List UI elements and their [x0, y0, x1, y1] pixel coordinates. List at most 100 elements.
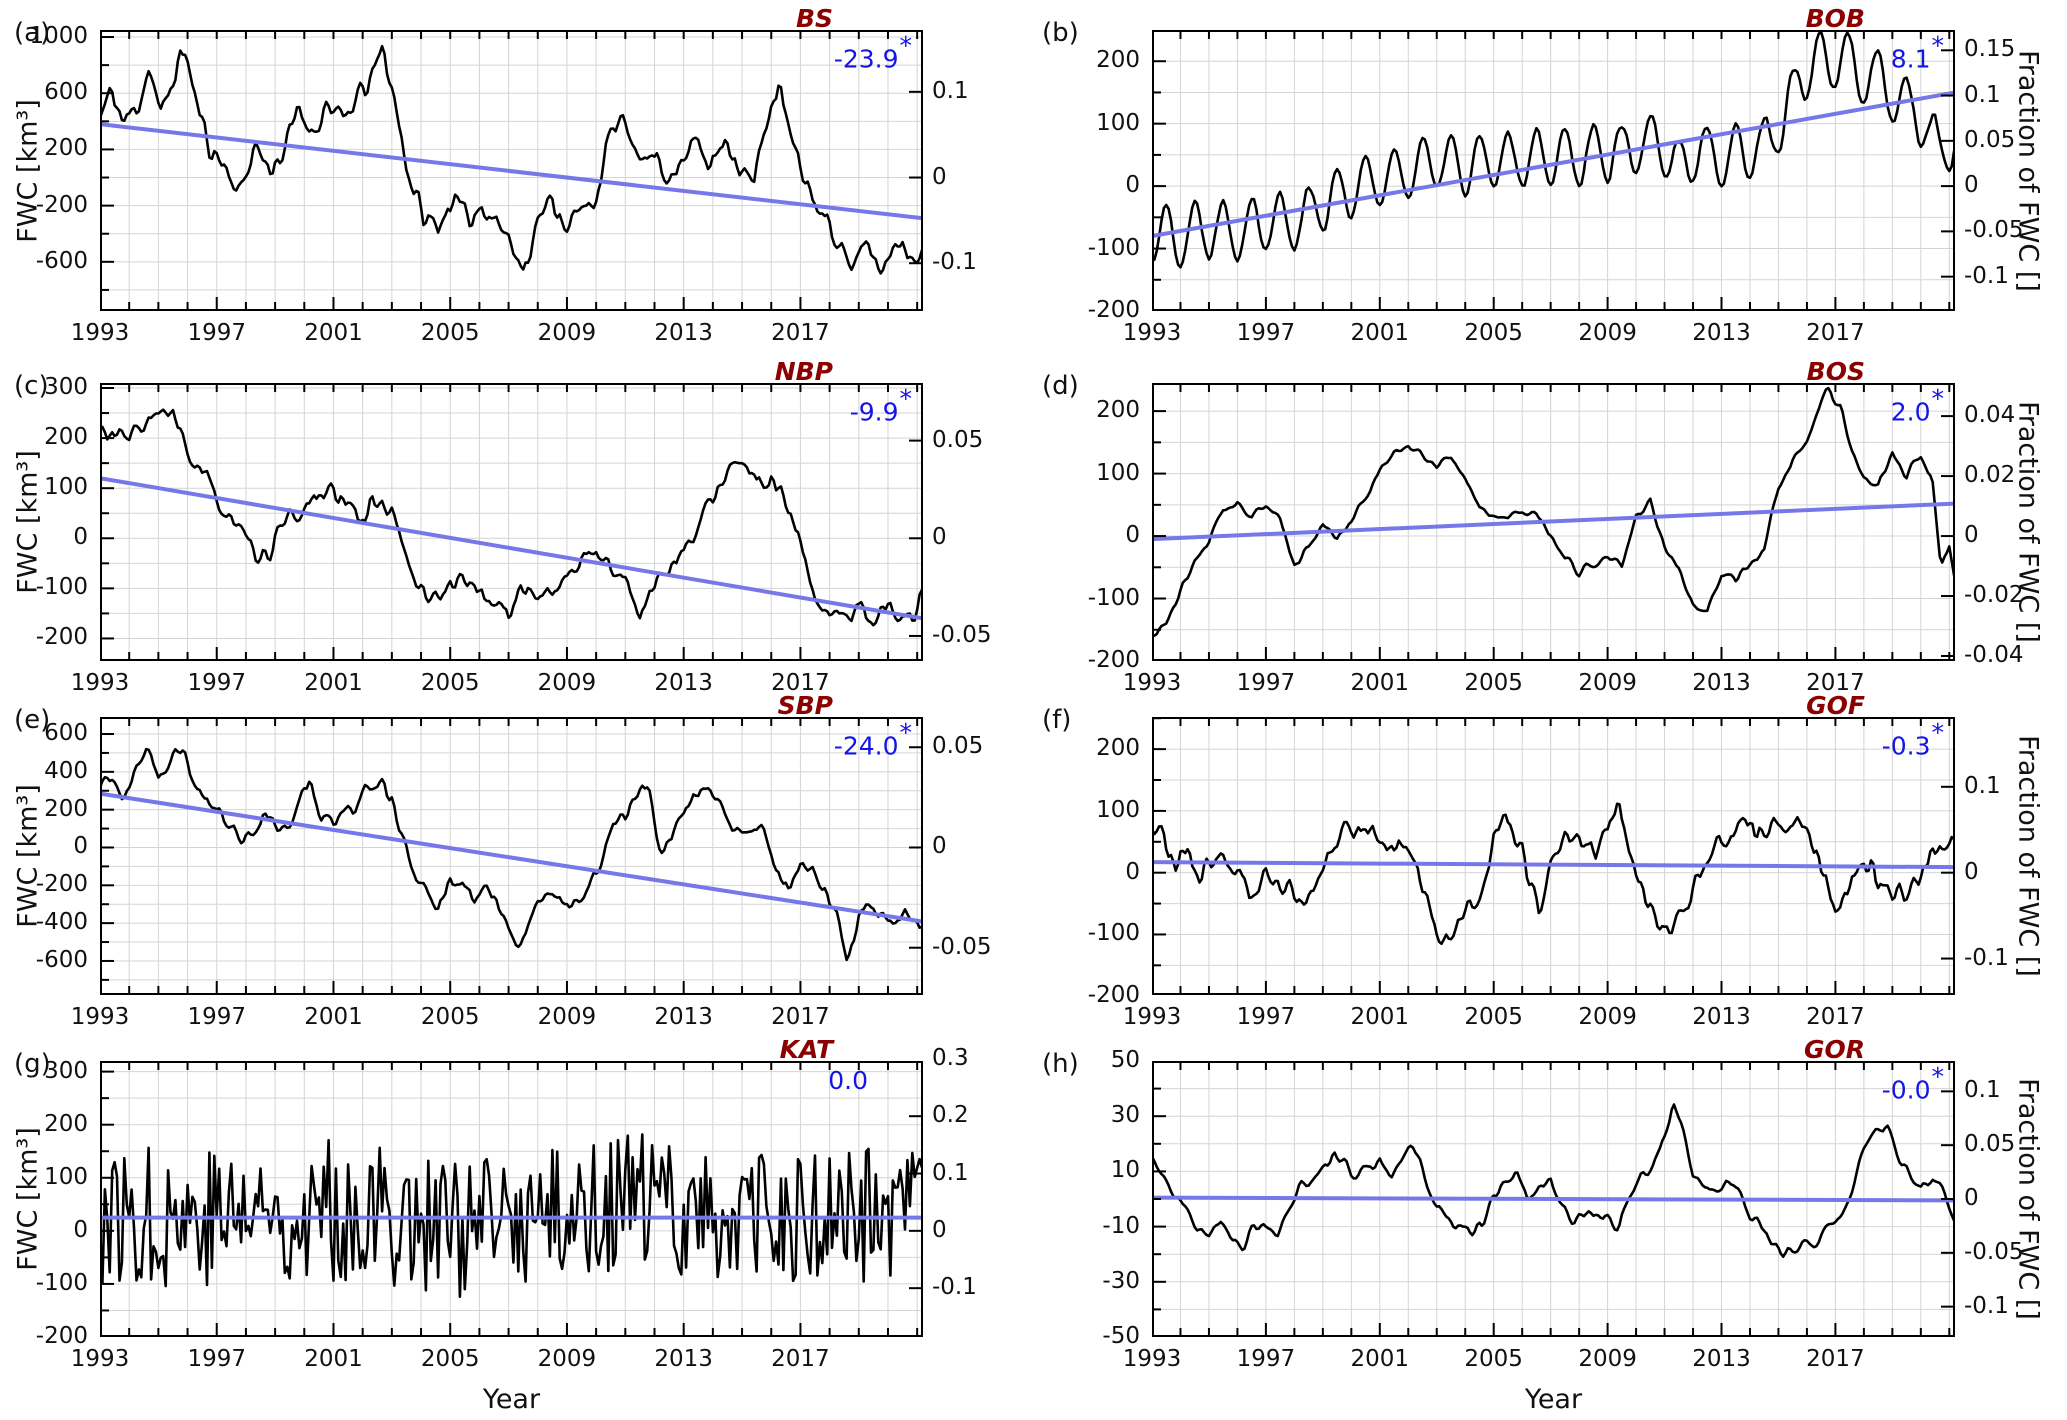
y-tick-label-d: 100 — [1096, 459, 1140, 486]
trend-line-h — [1152, 1195, 1955, 1203]
y-tick-label-e: 0 — [73, 833, 88, 860]
x-tick-label-a: 1997 — [187, 320, 246, 346]
panel-letter-a: (a) — [14, 18, 51, 48]
y-tick-label-f: -200 — [1087, 982, 1140, 1009]
right-tick-label-d: 0.04 — [1964, 402, 2016, 429]
trend-line-a — [100, 122, 923, 221]
plot-canvas-b — [1152, 30, 1955, 311]
x-tick-label-a: 1993 — [70, 320, 130, 346]
right-tick-label-a: 0 — [932, 163, 947, 190]
significance-star-c: * — [899, 384, 913, 413]
x-tick-label-b: 2005 — [1464, 320, 1523, 346]
right-tick-label-a: -0.1 — [932, 249, 977, 276]
right-tick-label-f: 0.1 — [1964, 772, 2001, 799]
trend-value-g: 0.0 — [568, 1066, 868, 1095]
panel-letter-d: (d) — [1042, 371, 1079, 401]
plot-canvas-f — [1152, 717, 1955, 995]
plot-border-d — [1152, 383, 1955, 661]
trend-value-b: 8.1* — [1643, 31, 1944, 74]
ticks-d — [1153, 384, 1954, 661]
fraction-axis-label-f: Fraction of FWC [] — [2012, 735, 2044, 977]
right-tick-label-c: -0.05 — [932, 621, 992, 648]
y-tick-label-d: 0 — [1125, 522, 1140, 549]
panel-letter-e: (e) — [14, 705, 51, 735]
x-tick-label-e: 1993 — [70, 1004, 130, 1030]
right-tick-label-b: -0.05 — [1964, 217, 2024, 244]
y-tick-label-b: 100 — [1096, 109, 1140, 136]
y-tick-label-b: -100 — [1087, 234, 1140, 261]
trend-line-e — [100, 791, 923, 924]
right-tick-label-h: -0.05 — [1964, 1238, 2024, 1265]
plot-border-h — [1152, 1061, 1955, 1337]
x-tick-label-e: 2009 — [537, 1004, 597, 1030]
right-tick-label-h: 0.1 — [1964, 1077, 2001, 1104]
series-line-b — [1152, 30, 1955, 269]
series-line-d — [1152, 386, 1955, 637]
trend-line-f — [1152, 860, 1955, 870]
x-tick-label-g: 2001 — [304, 1346, 363, 1372]
x-tick-label-e: 2005 — [420, 1004, 480, 1030]
right-tick-label-h: -0.1 — [1964, 1292, 2009, 1319]
y-tick-label-g: 100 — [44, 1163, 88, 1190]
plot-canvas-c — [100, 383, 923, 661]
grid-g — [100, 1061, 923, 1337]
right-tick-label-d: -0.02 — [1964, 582, 2024, 609]
right-tick-label-g: 0.1 — [932, 1159, 969, 1186]
region-label-g: KAT — [779, 1035, 833, 1064]
x-tick-label-e: 1997 — [187, 1004, 246, 1030]
fraction-axis-label-b: Fraction of FWC [] — [2012, 49, 2044, 292]
trend-number-b: 8.1 — [1890, 44, 1931, 74]
x-tick-label-c: 2005 — [420, 670, 480, 696]
panel-letter-f: (f) — [1042, 705, 1072, 735]
plot-border-g — [100, 1061, 923, 1337]
y-tick-label-g: 0 — [73, 1216, 88, 1243]
fwc-axis-label-e: FWC [km³] — [12, 784, 44, 928]
fwc-axis-label-a: FWC [km³] — [12, 98, 44, 243]
right-tick-label-f: 0 — [1964, 858, 1979, 885]
right-tick-label-e: 0.05 — [932, 733, 984, 760]
x-tick-label-b: 2009 — [1578, 320, 1637, 346]
x-tick-label-g: 2005 — [420, 1346, 480, 1372]
x-tick-label-a: 2005 — [420, 320, 480, 346]
right-tick-label-d: -0.04 — [1964, 642, 2024, 668]
panel-letter-g: (g) — [14, 1049, 51, 1079]
y-tick-label-b: -200 — [1087, 297, 1140, 323]
y-tick-label-c: 200 — [44, 424, 88, 451]
x-tick-label-f: 2009 — [1578, 1004, 1637, 1030]
x-tick-label-h: 2017 — [1806, 1346, 1865, 1372]
panel-letter-c: (c) — [14, 371, 49, 401]
region-label-a: BS — [795, 4, 833, 33]
x-tick-label-d: 1997 — [1236, 670, 1296, 696]
trend-value-f: -0.3* — [1643, 718, 1944, 760]
x-tick-label-f: 1993 — [1122, 1004, 1182, 1030]
series-line-a — [100, 44, 923, 275]
grid-d — [1152, 383, 1955, 661]
x-tick-label-d: 2001 — [1350, 670, 1410, 696]
right-tick-label-g: 0.3 — [932, 1044, 969, 1071]
right-tick-label-g: -0.1 — [932, 1274, 977, 1301]
y-tick-label-e: 400 — [44, 757, 88, 784]
series-line-e — [100, 747, 923, 962]
x-tick-label-c: 1997 — [187, 670, 246, 696]
series-line-c — [100, 408, 923, 627]
y-tick-label-e: -600 — [35, 946, 88, 973]
region-label-e: SBP — [777, 691, 833, 720]
trend-line-d — [1152, 501, 1955, 542]
x-tick-label-b: 1997 — [1236, 320, 1296, 346]
fraction-axis-label-h: Fraction of FWC [] — [2012, 1078, 2044, 1320]
trend-value-h: -0.0* — [1643, 1062, 1944, 1104]
y-tick-label-e: 600 — [44, 720, 88, 747]
x-tick-label-d: 2013 — [1692, 670, 1751, 696]
y-tick-label-d: -200 — [1087, 647, 1140, 673]
y-tick-label-f: -100 — [1087, 920, 1140, 947]
right-tick-label-e: -0.05 — [932, 933, 992, 960]
fwc-axis-label-c: FWC [km³] — [12, 450, 44, 594]
year-axis-label-h: Year — [1524, 1384, 1583, 1415]
y-tick-label-b: 200 — [1096, 47, 1140, 74]
right-tick-label-d: 0 — [1964, 522, 1979, 549]
right-tick-label-e: 0 — [932, 833, 947, 860]
y-tick-label-c: 100 — [44, 474, 88, 501]
trend-value-c: -9.9* — [611, 384, 912, 426]
y-tick-label-d: 200 — [1096, 397, 1140, 424]
significance-star-h: * — [1931, 1062, 1945, 1091]
